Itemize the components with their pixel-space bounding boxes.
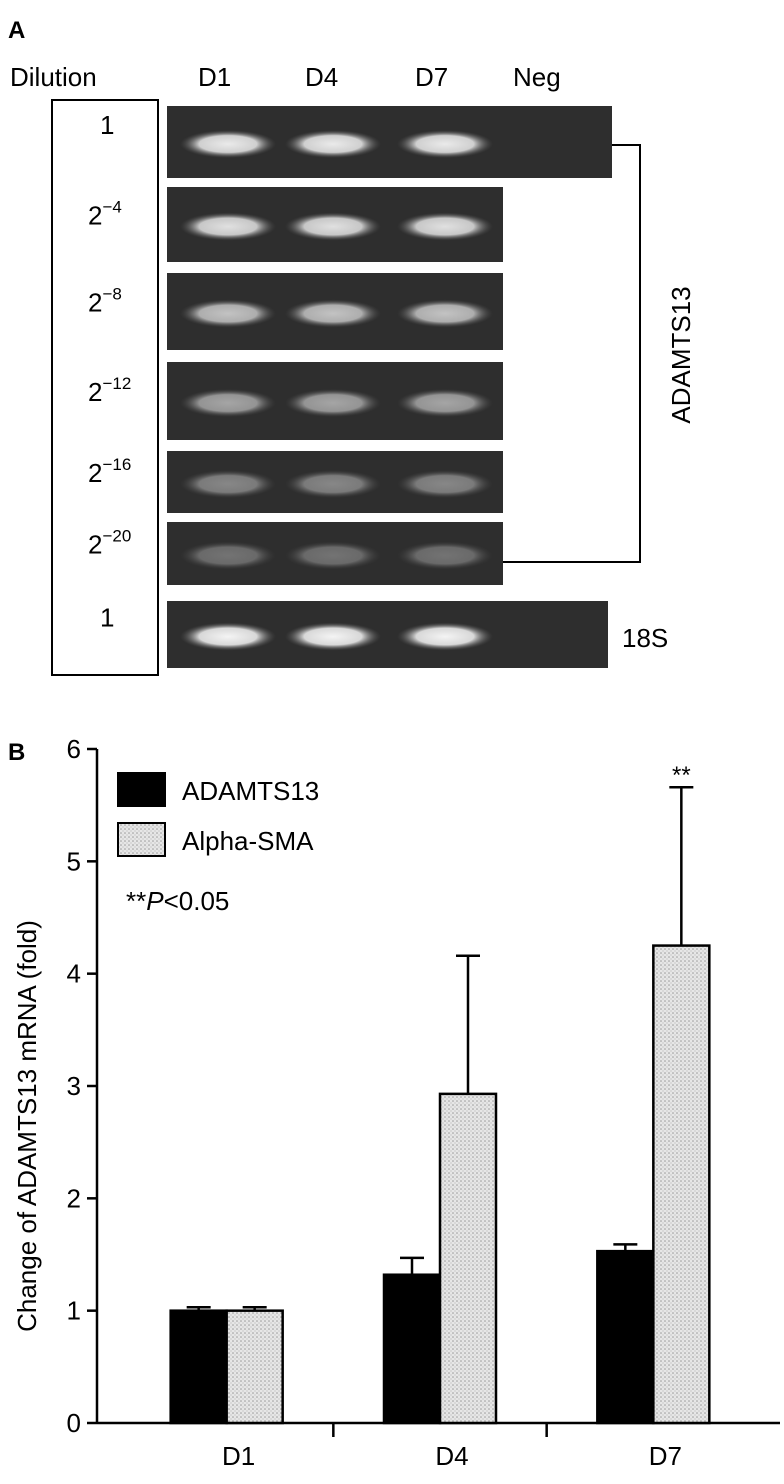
bar bbox=[382, 1273, 442, 1425]
column-header: D1 bbox=[198, 62, 231, 92]
legend-label: ADAMTS13 bbox=[182, 776, 319, 806]
note-part: ** bbox=[126, 886, 146, 916]
gene-label: ADAMTS13 bbox=[666, 286, 696, 423]
gel-band bbox=[397, 622, 493, 651]
dilution-label: 1 bbox=[100, 110, 114, 140]
dilution-base: 1 bbox=[100, 110, 114, 140]
y-axis-label: Change of ADAMTS13 mRNA (fold) bbox=[12, 920, 42, 1332]
y-tick-label: 5 bbox=[67, 846, 81, 876]
note: **P<0.05 bbox=[126, 886, 229, 916]
dilution-label: 2−12 bbox=[88, 374, 131, 407]
control-label: 18S bbox=[622, 623, 668, 653]
gel-band bbox=[397, 389, 493, 417]
y-tick-label: 6 bbox=[67, 734, 81, 764]
bar bbox=[225, 1309, 284, 1425]
gel-band bbox=[180, 470, 276, 498]
column-header: D4 bbox=[305, 62, 338, 92]
panel-b: B 0 1 2 3 4 5 6 Change of ADAMTS13 mRNA (fold) D1… bbox=[8, 734, 780, 1471]
y-tick-label: 3 bbox=[67, 1071, 81, 1101]
gel-band bbox=[285, 389, 381, 417]
dilution-exponent: −8 bbox=[102, 285, 121, 304]
bracket bbox=[503, 144, 641, 563]
gel-band bbox=[180, 541, 276, 570]
dilution-label: 2−20 bbox=[88, 527, 131, 560]
dilution-label: 2−16 bbox=[88, 455, 131, 488]
gel-band bbox=[397, 541, 493, 570]
column-header: Dilution bbox=[10, 62, 97, 92]
gel-band bbox=[180, 130, 276, 158]
bar bbox=[438, 1092, 498, 1425]
y-tick-label: 0 bbox=[67, 1408, 81, 1438]
dilution-exponent: −20 bbox=[102, 527, 131, 546]
column-header: D7 bbox=[415, 62, 448, 92]
note-part: <0.05 bbox=[164, 886, 230, 916]
gel-band bbox=[397, 299, 493, 328]
x-tick-label: D1 bbox=[222, 1441, 255, 1471]
gel-band bbox=[397, 470, 493, 498]
gel-band bbox=[285, 541, 381, 570]
note-part: P bbox=[146, 886, 164, 916]
dilution-base: 2 bbox=[88, 458, 102, 488]
dilution-exponent: −16 bbox=[102, 455, 131, 474]
legend-swatch bbox=[117, 772, 166, 807]
gel-band bbox=[285, 622, 381, 651]
dilution-base: 2 bbox=[88, 288, 102, 318]
bar bbox=[596, 1249, 655, 1425]
y-tick-label: 1 bbox=[67, 1296, 81, 1326]
gel-band bbox=[285, 299, 381, 328]
column-header: Neg bbox=[513, 62, 561, 92]
dilution-box bbox=[51, 99, 159, 676]
dilution-label: 1 bbox=[100, 603, 114, 633]
dilution-base: 2 bbox=[88, 530, 102, 560]
dilution-exponent: −12 bbox=[102, 374, 131, 393]
dilution-base: 2 bbox=[88, 377, 102, 407]
dilution-label: 2−4 bbox=[88, 198, 122, 231]
dilution-base: 1 bbox=[100, 603, 114, 633]
dilution-label: 2−8 bbox=[88, 285, 122, 318]
gel-band bbox=[285, 212, 381, 241]
gel-band bbox=[397, 212, 493, 241]
gel-band bbox=[180, 622, 276, 651]
panel-a: A ADAMTS13 18S Dilution D1 D4 D7 Neg12−42−82… bbox=[8, 17, 696, 676]
significance-marker: ** bbox=[672, 762, 691, 789]
panel-label: A bbox=[8, 17, 25, 44]
dilution-base: 2 bbox=[88, 201, 102, 231]
y-tick-label: 2 bbox=[67, 1183, 81, 1213]
bar bbox=[652, 944, 711, 1425]
y-tick-label: 4 bbox=[67, 959, 81, 989]
x-tick-label: D7 bbox=[649, 1441, 682, 1471]
gel-band bbox=[285, 130, 381, 158]
gel-band bbox=[180, 212, 276, 241]
dilution-exponent: −4 bbox=[102, 198, 121, 217]
legend-label: Alpha-SMA bbox=[182, 826, 314, 856]
panel-label: B bbox=[8, 739, 25, 766]
bar bbox=[169, 1309, 228, 1425]
x-tick-label: D4 bbox=[435, 1441, 468, 1471]
legend-swatch bbox=[117, 822, 166, 857]
gel-band bbox=[180, 299, 276, 328]
gel-band bbox=[285, 470, 381, 498]
gel-band bbox=[180, 389, 276, 417]
gel-band bbox=[397, 130, 493, 158]
